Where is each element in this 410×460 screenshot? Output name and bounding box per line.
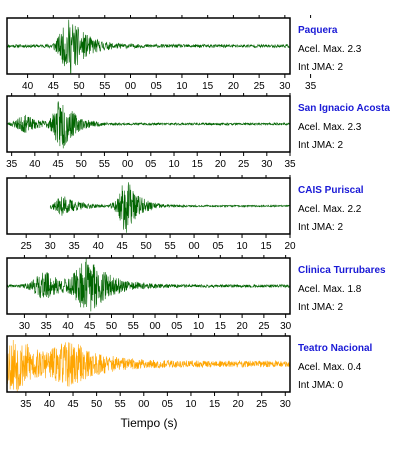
station-name: San Ignacio Acosta (298, 103, 390, 114)
x-tick-label: 20 (228, 81, 240, 92)
max-acceleration: Acel. Max. 1.8 (298, 284, 362, 295)
x-tick-label: 45 (52, 159, 64, 170)
x-tick-label: 55 (99, 159, 111, 170)
station-name: CAIS Puriscal (298, 185, 364, 196)
x-tick-label: 00 (122, 159, 134, 170)
x-tick-label: 35 (69, 241, 81, 252)
x-tick-label: 25 (21, 241, 33, 252)
panel-5: 35 40 45 50 55 00 05 10 15 20 25 30 Teatro Nacional A… (6, 333, 372, 410)
x-tick-label: 00 (138, 399, 150, 410)
max-acceleration: Acel. Max. 2.3 (298, 122, 362, 133)
x-tick-label: 35 (6, 159, 18, 170)
panel-1: 40 45 50 55 00 05 10 15 20 25 30 35 Paquera Acel. Max… (6, 15, 362, 92)
x-tick-label: 15 (209, 399, 221, 410)
x-tick-label: 35 (20, 399, 32, 410)
x-tick-label: 00 (125, 81, 137, 92)
x-tick-label: 40 (93, 241, 105, 252)
x-tick-label: 20 (284, 241, 296, 252)
x-tick-label: 05 (145, 159, 157, 170)
x-tick-label: 55 (165, 241, 177, 252)
x-tick-label: 55 (128, 321, 140, 332)
x-tick-label: 30 (261, 159, 273, 170)
station-name: Paquera (298, 25, 338, 36)
x-tick-label: 40 (62, 321, 74, 332)
x-tick-label: 40 (29, 159, 41, 170)
x-tick-label: 30 (279, 81, 291, 92)
waveform-trace (6, 101, 291, 149)
x-axis-label: Tiempo (s) (121, 416, 178, 430)
x-tick-label: 25 (256, 399, 268, 410)
x-tick-label: 30 (280, 321, 292, 332)
jma-intensity: Int JMA: 2 (298, 222, 343, 233)
x-tick-label: 40 (44, 399, 56, 410)
x-tick-label: 00 (189, 241, 201, 252)
x-tick-label: 30 (280, 399, 292, 410)
plot-frame (6, 17, 291, 75)
x-tick-label: 30 (19, 321, 31, 332)
panel-2: 35 40 45 50 55 00 05 10 15 20 25 30 35 San Ignacio Ac… (6, 93, 390, 170)
max-acceleration: Acel. Max. 2.3 (298, 44, 362, 55)
x-tick-label: 35 (41, 321, 53, 332)
x-tick-label: 50 (91, 399, 103, 410)
panel-3: 25 30 35 40 45 50 55 00 05 10 15 20 CAIS Puriscal Ace… (6, 175, 364, 252)
max-acceleration: Acel. Max. 0.4 (298, 362, 362, 373)
x-tick-label: 45 (117, 241, 129, 252)
x-tick-label: 50 (76, 159, 88, 170)
station-name: Clinica Turrubares (298, 265, 386, 276)
x-tick-label: 50 (106, 321, 118, 332)
x-tick-label: 05 (162, 399, 174, 410)
x-tick-label: 00 (149, 321, 161, 332)
plot-frame (6, 95, 291, 153)
x-tick-label: 25 (238, 159, 250, 170)
x-tick-label: 10 (193, 321, 205, 332)
x-tick-label: 30 (45, 241, 57, 252)
x-tick-label: 55 (115, 399, 127, 410)
x-tick-label: 10 (236, 241, 248, 252)
jma-intensity: Int JMA: 2 (298, 140, 343, 151)
x-tick-label: 50 (73, 81, 85, 92)
x-tick-label: 45 (84, 321, 96, 332)
x-tick-label: 45 (48, 81, 60, 92)
x-tick-label: 35 (284, 159, 296, 170)
x-tick-label: 10 (176, 81, 188, 92)
x-tick-label: 05 (212, 241, 224, 252)
x-tick-label: 15 (215, 321, 227, 332)
x-tick-label: 55 (99, 81, 111, 92)
x-tick-label: 20 (233, 399, 245, 410)
plot-frame (6, 177, 291, 235)
x-tick-label: 25 (254, 81, 266, 92)
waveform-trace (6, 19, 290, 74)
waveform-trace (49, 182, 291, 233)
jma-intensity: Int JMA: 0 (298, 380, 343, 391)
x-tick-label: 15 (202, 81, 214, 92)
x-tick-label: 25 (258, 321, 270, 332)
x-tick-label: 20 (215, 159, 227, 170)
max-acceleration: Acel. Max. 2.2 (298, 204, 362, 215)
x-tick-label: 20 (237, 321, 249, 332)
jma-intensity: Int JMA: 2 (298, 302, 343, 313)
x-tick-label: 50 (141, 241, 153, 252)
waveform-trace (6, 257, 291, 312)
x-tick-label: 45 (67, 399, 79, 410)
panel-4: 30 35 40 45 50 55 00 05 10 15 20 25 30 Clinica Turrub… (6, 255, 386, 332)
station-name: Teatro Nacional (298, 343, 372, 354)
x-tick-label: 15 (260, 241, 272, 252)
waveform-trace (6, 340, 291, 392)
x-tick-label: 05 (151, 81, 163, 92)
x-tick-label: 35 (305, 81, 317, 92)
plot-frame (6, 335, 291, 393)
x-tick-label: 10 (185, 399, 197, 410)
x-tick-label: 40 (22, 81, 34, 92)
plot-frame (6, 257, 291, 315)
x-tick-label: 10 (168, 159, 180, 170)
x-tick-label: 15 (192, 159, 204, 170)
jma-intensity: Int JMA: 2 (298, 62, 343, 73)
x-tick-label: 05 (171, 321, 183, 332)
